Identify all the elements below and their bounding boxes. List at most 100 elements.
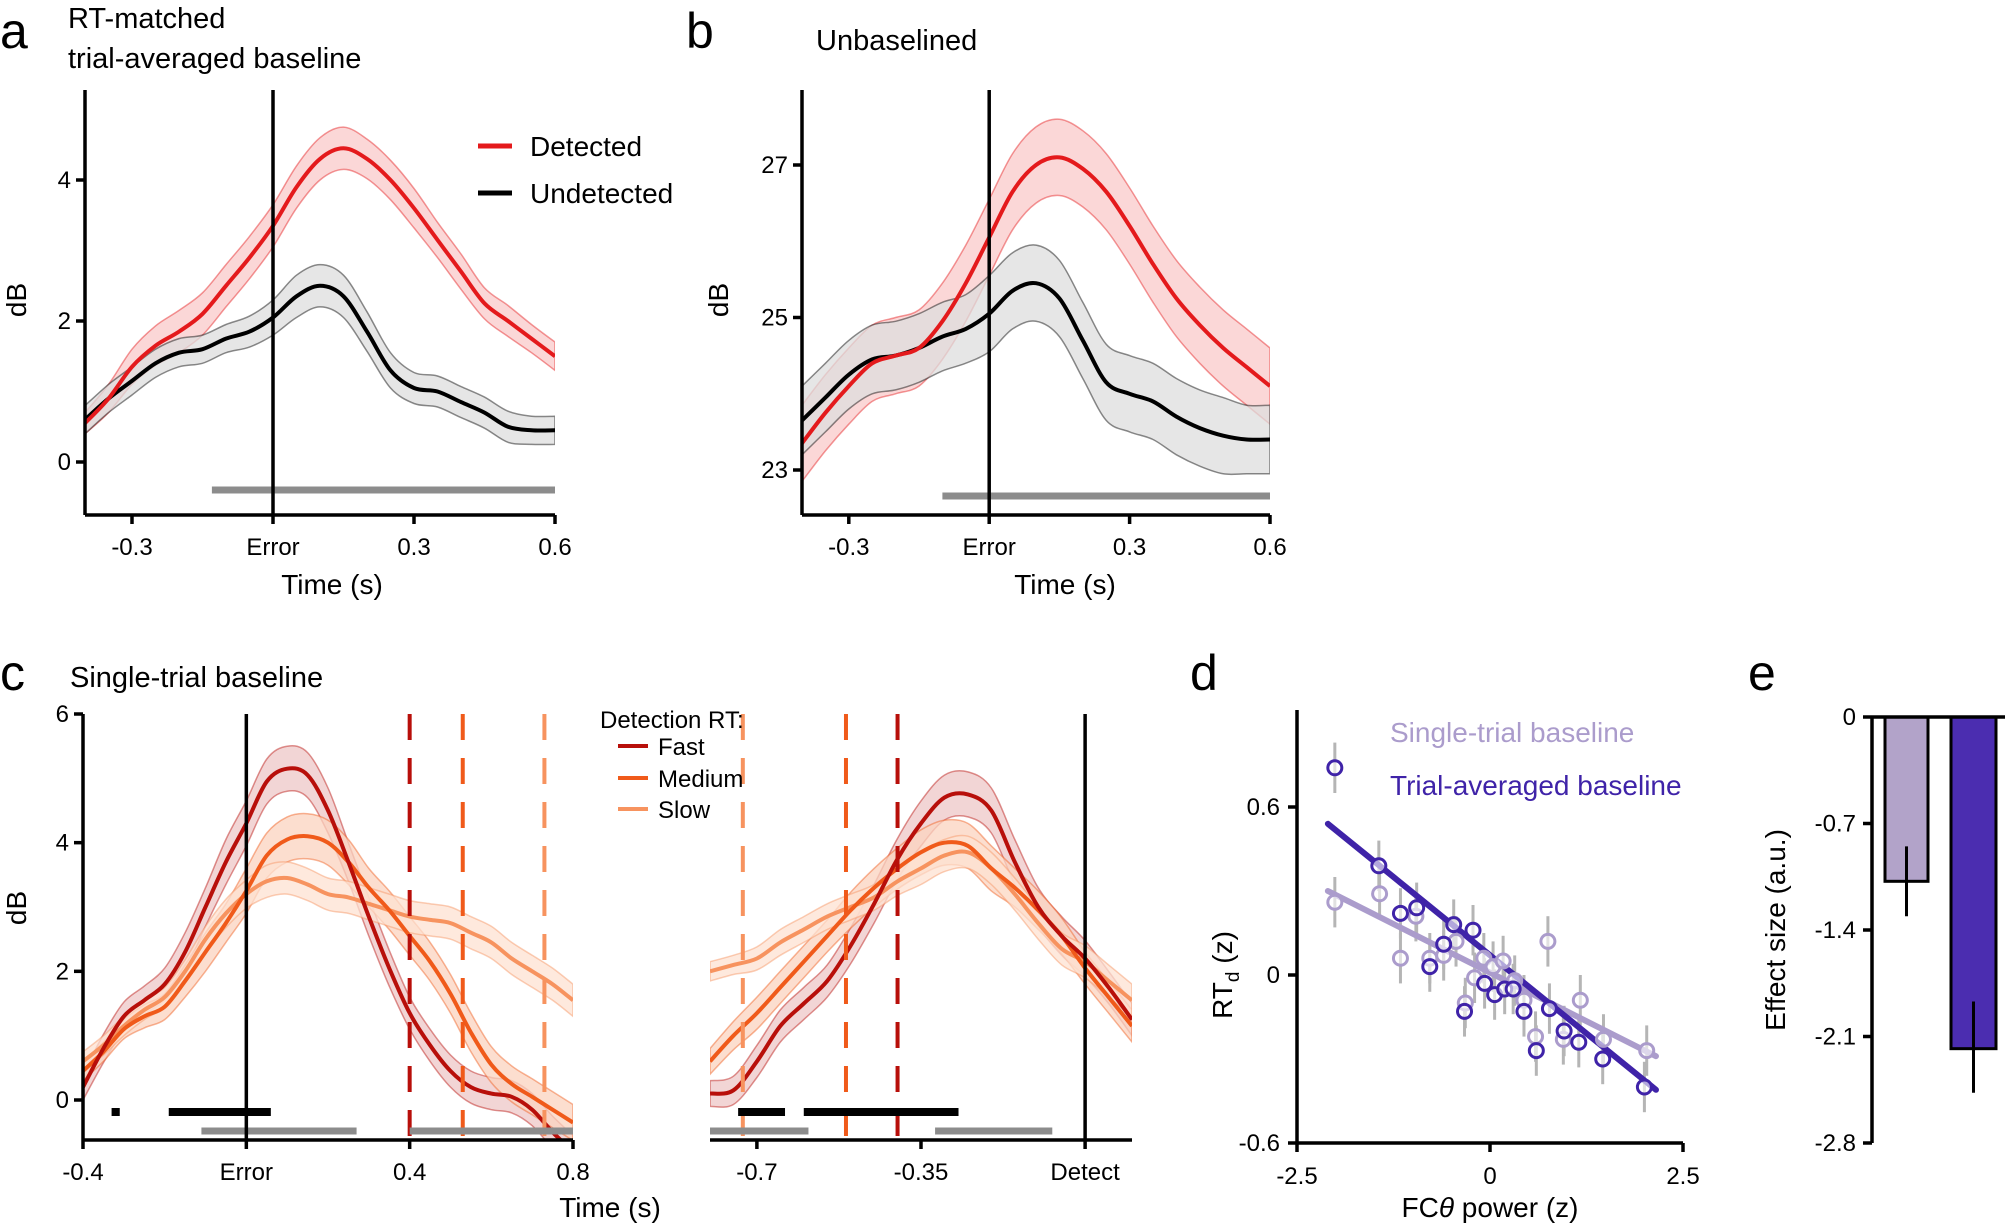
legend-label-slow: Slow — [658, 797, 711, 824]
y-tick-label: 25 — [761, 305, 788, 332]
panel-a-title-line1: RT-matched — [68, 3, 225, 35]
panel-d-plot: -0.6 0 0.6 -2.5 0 2.5 — [1239, 710, 1700, 1190]
b-plot-area — [802, 118, 1270, 483]
panel-a-plot: 0 2 4 -0.3 Error 0.3 0.6 — [58, 90, 572, 561]
ylabel-part-z: (z) — [1207, 931, 1238, 971]
y-tick-label: 0 — [1843, 704, 1856, 731]
panel-letter-d: d — [1190, 645, 1218, 701]
panel-e-ylabel: Effect size (a.u.) — [1760, 829, 1791, 1031]
x-tick-label: 0.6 — [538, 534, 571, 561]
data-point-single-trial — [1594, 1030, 1612, 1048]
data-point-trial-averaged — [1391, 904, 1409, 922]
panel-c-left-plot: 0 2 4 6 -0.4 Error 0.4 0.8 — [56, 701, 590, 1186]
panel-letter-e: e — [1748, 645, 1776, 701]
panel-d: d -0.600.6-2.5 0 2.5 FCθ power (z) RTd (z)… — [1190, 645, 1700, 1223]
legend-label-single-trial: Single-trial baseline — [1390, 717, 1634, 748]
panel-d-xlabel: FCθ power (z) — [1402, 1192, 1579, 1223]
y-tick-label: -1.4 — [1815, 917, 1856, 944]
panel-letter-b: b — [686, 3, 714, 59]
x-tick-label: Error — [220, 1159, 273, 1186]
data-point-single-trial — [1539, 932, 1557, 950]
legend-label-undetected: Undetected — [530, 178, 673, 209]
y-tick-label: 0 — [58, 449, 71, 476]
bar-trial-averaged — [1949, 715, 1998, 1051]
data-point-trial-averaged — [1527, 1042, 1545, 1060]
series-line-fast — [710, 791, 1132, 1096]
series-line-detected — [85, 146, 555, 425]
y-tick-label: 27 — [761, 152, 788, 179]
data-point-trial-averaged — [1435, 935, 1453, 953]
series-line-undetected — [85, 283, 555, 433]
panel-d-legend: Single-trial baseline Trial-averaged bas… — [1390, 717, 1682, 801]
data-point-trial-averaged — [1370, 857, 1388, 875]
data-point-single-trial — [1371, 885, 1389, 903]
legend-label-medium: Medium — [658, 766, 743, 793]
x-tick-label: 2.5 — [1666, 1163, 1699, 1190]
panel-c: c Single-trial baseline 0 2 4 6 -0.4 Error 0.4… — [0, 645, 1132, 1223]
panel-c-legend: Detection RT: Fast Medium Slow — [600, 707, 744, 824]
y-tick-label: -2.8 — [1815, 1130, 1856, 1157]
data-point-trial-averaged — [1464, 921, 1482, 939]
series-line-fast — [83, 766, 564, 1140]
panel-e-plot: 0 -0.7 -1.4 -2.1 -2.8 — [1815, 704, 2005, 1157]
data-point-single-trial — [1326, 893, 1344, 911]
panel-b-title: Unbaselined — [816, 25, 977, 57]
error-band-undetected — [85, 263, 555, 446]
x-tick-label: -0.3 — [111, 534, 152, 561]
data-point-trial-averaged — [1445, 916, 1463, 934]
ylabel-part-rt: RT — [1207, 982, 1238, 1019]
y-tick-label: -2.1 — [1815, 1024, 1856, 1051]
legend-title-detection-rt: Detection RT: — [600, 707, 744, 734]
panel-a-ylabel: dB — [1, 283, 32, 317]
legend-label-trial-averaged: Trial-averaged baseline — [1390, 770, 1682, 801]
x-tick-label: 0.4 — [393, 1159, 426, 1186]
data-point-trial-averaged — [1456, 1002, 1474, 1020]
data-point-trial-averaged — [1326, 759, 1344, 777]
data-point-trial-averaged — [1421, 958, 1439, 976]
data-point-trial-averaged — [1555, 1022, 1573, 1040]
data-point-trial-averaged — [1570, 1033, 1588, 1051]
y-tick-label: 23 — [761, 457, 788, 484]
y-tick-label: 2 — [56, 958, 69, 985]
data-point-single-trial — [1571, 991, 1589, 1009]
x-tick-label: Error — [963, 534, 1016, 561]
panel-b: b Unbaselined 23 25 27 -0.3 Error 0.3 0.6 Time… — [686, 3, 1287, 600]
legend-label-detected: Detected — [530, 131, 642, 162]
y-tick-label: 4 — [58, 167, 71, 194]
data-point-single-trial — [1527, 1028, 1545, 1046]
a-plot-area — [85, 126, 555, 446]
x-tick-label: -0.3 — [828, 534, 869, 561]
panel-d-ylabel: RTd (z) — [1207, 931, 1244, 1019]
legend-label-fast: Fast — [658, 734, 705, 761]
x-tick-label: Detect — [1050, 1159, 1120, 1186]
panel-a-xlabel: Time (s) — [281, 569, 383, 600]
ylabel-part-subscript: d — [1223, 972, 1244, 983]
y-tick-label: 0 — [1267, 962, 1280, 989]
panel-c-right-plot: -0.7 -0.35 Detect — [710, 714, 1132, 1186]
data-point-single-trial — [1391, 949, 1409, 967]
xlabel-part-power: power (z) — [1454, 1192, 1578, 1223]
xlabel-part-fc: FC — [1402, 1192, 1439, 1223]
panel-b-plot: 23 25 27 -0.3 Error 0.3 0.6 — [761, 90, 1287, 561]
y-tick-label: -0.6 — [1239, 1130, 1280, 1157]
y-tick-label: 2 — [58, 308, 71, 335]
x-tick-label: 0.6 — [1253, 534, 1286, 561]
panel-b-xlabel: Time (s) — [1014, 569, 1116, 600]
y-tick-label: -0.7 — [1815, 811, 1856, 838]
xlabel-part-theta: θ — [1439, 1192, 1454, 1223]
data-point-single-trial — [1494, 952, 1512, 970]
x-tick-label: 0 — [1483, 1163, 1496, 1190]
panel-c-ylabel: dB — [1, 891, 32, 925]
x-tick-label: -2.5 — [1276, 1163, 1317, 1190]
c-left-plot-area — [83, 745, 573, 1140]
x-tick-label: Error — [246, 534, 299, 561]
x-tick-label: 0.3 — [397, 534, 430, 561]
data-point-trial-averaged — [1504, 980, 1522, 998]
error-band-detected — [85, 126, 555, 435]
series-line-detected — [802, 155, 1270, 445]
panel-a-title-line2: trial-averaged baseline — [68, 43, 361, 75]
error-band-slow — [710, 834, 1132, 1018]
data-point-trial-averaged — [1635, 1078, 1653, 1096]
panel-letter-c: c — [0, 645, 25, 701]
